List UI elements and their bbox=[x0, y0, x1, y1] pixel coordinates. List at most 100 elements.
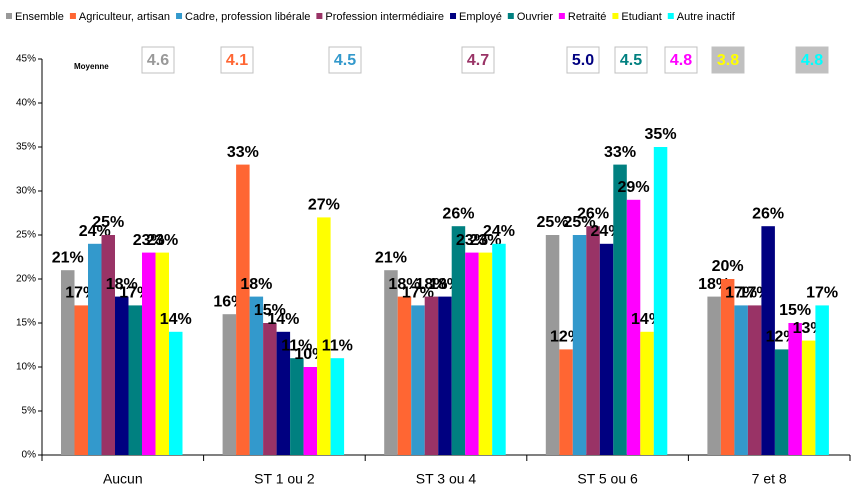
bar bbox=[599, 243, 614, 455]
y-tick-label: 25% bbox=[16, 230, 36, 241]
value-label: 33% bbox=[227, 144, 259, 161]
y-tick-label: 5% bbox=[22, 406, 37, 417]
value-label: 14% bbox=[160, 311, 192, 328]
bar bbox=[640, 331, 654, 455]
moyenne-box bbox=[566, 46, 600, 74]
legend-label: Ouvrier bbox=[517, 11, 553, 23]
value-label: 26% bbox=[577, 205, 609, 222]
bar bbox=[761, 226, 775, 455]
legend-swatch bbox=[450, 13, 457, 19]
bar bbox=[236, 164, 250, 455]
bar bbox=[492, 243, 506, 455]
value-label: 26% bbox=[752, 205, 784, 222]
value-label: 18% bbox=[106, 276, 138, 293]
bar bbox=[559, 349, 573, 455]
bar bbox=[317, 217, 331, 455]
moyenne-box bbox=[220, 46, 254, 74]
legend-swatch bbox=[507, 13, 514, 19]
bar bbox=[801, 340, 816, 455]
legend-label: Retraité bbox=[568, 11, 607, 23]
value-label: 21% bbox=[52, 249, 84, 266]
moyenne-box bbox=[461, 46, 495, 74]
x-tick-label: ST 3 ou 4 bbox=[416, 471, 477, 487]
bar bbox=[249, 296, 264, 455]
moyenne-box bbox=[664, 46, 698, 74]
legend-swatch bbox=[558, 13, 565, 19]
bar bbox=[545, 235, 560, 455]
y-tick-label: 15% bbox=[16, 318, 36, 329]
bar bbox=[128, 305, 142, 455]
value-label: 20% bbox=[712, 258, 744, 275]
legend-swatch bbox=[667, 13, 674, 19]
bar bbox=[384, 270, 398, 455]
value-label: 26% bbox=[442, 205, 474, 222]
value-label: 33% bbox=[604, 144, 636, 161]
bar bbox=[142, 252, 156, 455]
value-label: 29% bbox=[618, 179, 650, 196]
value-label: 18% bbox=[240, 276, 272, 293]
x-tick-label: 7 et 8 bbox=[752, 471, 787, 487]
y-tick-label: 20% bbox=[16, 274, 36, 285]
bar bbox=[815, 305, 829, 455]
bar bbox=[720, 279, 735, 455]
y-tick-label: 40% bbox=[16, 98, 36, 109]
bar bbox=[222, 314, 237, 455]
legend-swatch bbox=[612, 13, 619, 19]
legend-swatch bbox=[6, 13, 12, 19]
bar bbox=[155, 252, 169, 455]
bar bbox=[303, 367, 318, 455]
x-tick-label: ST 5 ou 6 bbox=[577, 471, 638, 487]
moyenne-box bbox=[328, 46, 362, 74]
value-label: 25% bbox=[92, 214, 124, 231]
moyenne-value: 4.5 bbox=[620, 52, 642, 69]
moyenne-value: 4.5 bbox=[334, 52, 356, 69]
value-label: 21% bbox=[375, 249, 407, 266]
value-label: 24% bbox=[483, 223, 515, 240]
bar bbox=[397, 296, 412, 455]
value-label: 27% bbox=[308, 197, 340, 214]
value-label: 17% bbox=[806, 285, 838, 302]
value-label: 18% bbox=[388, 276, 420, 293]
legend-swatch bbox=[176, 13, 183, 19]
bar bbox=[465, 252, 479, 455]
bar bbox=[263, 323, 277, 455]
moyenne-value: 4.1 bbox=[226, 52, 248, 69]
x-tick-label: ST 1 ou 2 bbox=[254, 471, 315, 487]
moyenne-label: Moyenne bbox=[74, 62, 109, 71]
value-label: 11% bbox=[322, 337, 353, 354]
legend-label: Ensemble bbox=[15, 11, 64, 23]
bar bbox=[101, 235, 115, 455]
value-label: 15% bbox=[254, 302, 286, 319]
moyenne-value: 4.7 bbox=[467, 52, 489, 69]
moyenne-box bbox=[614, 46, 648, 74]
y-tick-label: 10% bbox=[16, 362, 36, 373]
bar bbox=[478, 252, 493, 455]
bar bbox=[115, 296, 129, 455]
legend-label: Profession intermédiaire bbox=[325, 11, 444, 23]
bar bbox=[276, 331, 291, 455]
legend-label: Autre inactif bbox=[677, 11, 736, 23]
value-label: 23% bbox=[456, 232, 488, 249]
moyenne-value: 3.8 bbox=[717, 52, 739, 69]
y-tick-label: 30% bbox=[16, 186, 36, 197]
value-label: 25% bbox=[537, 214, 569, 231]
y-tick-label: 45% bbox=[16, 54, 36, 65]
bar bbox=[734, 305, 748, 455]
legend-swatch bbox=[316, 13, 323, 19]
legend-label: Agriculteur, artisan bbox=[79, 11, 170, 23]
bar bbox=[290, 358, 304, 455]
value-label: 15% bbox=[779, 302, 811, 319]
bar bbox=[169, 331, 183, 455]
bar bbox=[88, 243, 102, 455]
legend-label: Cadre, profession libérale bbox=[185, 11, 310, 23]
moyenne-box bbox=[141, 46, 175, 74]
legend-label: Employé bbox=[459, 11, 502, 23]
bar bbox=[424, 296, 439, 455]
bar bbox=[438, 296, 452, 455]
value-label: 18% bbox=[415, 276, 447, 293]
value-label: 35% bbox=[645, 126, 677, 143]
bar bbox=[411, 305, 425, 455]
moyenne-value: 4.8 bbox=[670, 52, 692, 69]
value-label: 11% bbox=[281, 337, 312, 354]
